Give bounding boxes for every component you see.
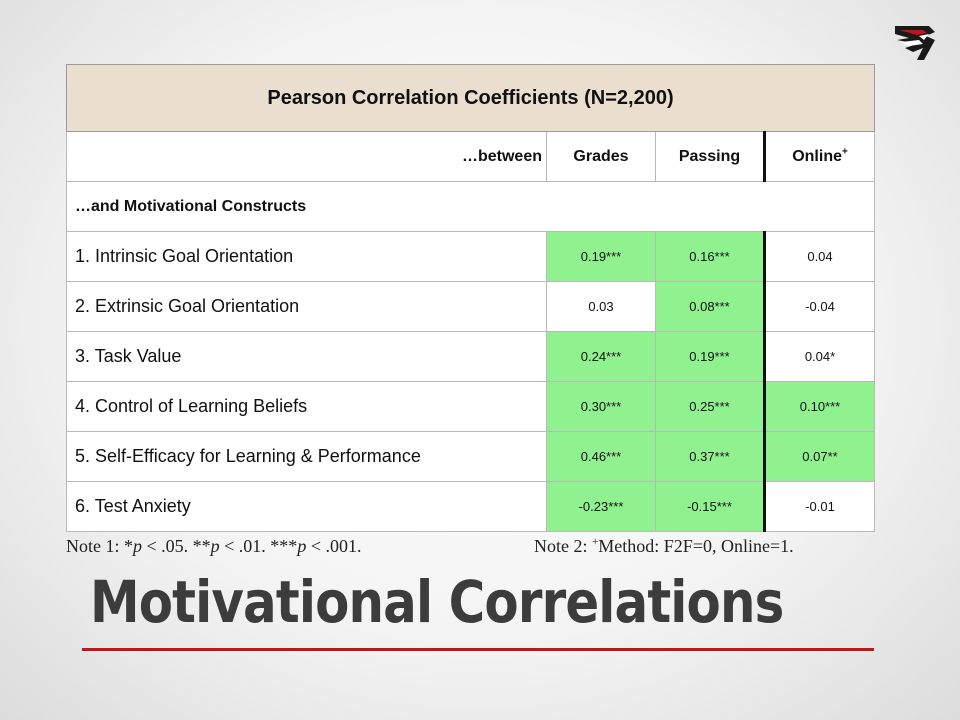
note2-text: Method: F2F=0, Online=1. — [598, 536, 794, 556]
note1-p-symbol: p — [210, 536, 220, 556]
cell-grades: -0.23*** — [546, 481, 656, 532]
slide-title: Motivational Correlations — [90, 568, 784, 636]
cell-online: -0.01 — [763, 481, 875, 532]
cell-passing: 0.08*** — [655, 281, 765, 332]
cell-online: -0.04 — [763, 281, 875, 332]
note1-p-symbol: p — [297, 536, 307, 556]
section-header: …and Motivational Constructs — [66, 181, 875, 232]
note1-p-symbol: p — [133, 536, 142, 556]
cell-passing: 0.16*** — [655, 231, 765, 282]
table-title: Pearson Correlation Coefficients (N=2,20… — [66, 64, 875, 132]
note2-prefix: Note 2: — [534, 536, 592, 556]
online-header-label: Online — [792, 147, 842, 165]
note1-threshold-2: < .01. *** — [219, 536, 298, 556]
header-row: …between Grades Passing Online+ — [66, 131, 875, 182]
correlation-table: Pearson Correlation Coefficients (N=2,20… — [66, 64, 875, 532]
column-header-passing: Passing — [655, 131, 765, 182]
cell-grades: 0.46*** — [546, 431, 656, 482]
note1-threshold-1: < .05. ** — [142, 536, 211, 556]
cell-online: 0.07** — [763, 431, 875, 482]
row-label: 1. Intrinsic Goal Orientation — [66, 231, 547, 282]
row-label: 3. Task Value — [66, 331, 547, 382]
table-row: 4. Control of Learning Beliefs 0.30*** 0… — [66, 381, 875, 432]
cell-grades: 0.03 — [546, 281, 656, 332]
table-row: 5. Self-Efficacy for Learning & Performa… — [66, 431, 875, 482]
significance-note: Note 1: *p < .05. **p < .01. ***p < .001… — [66, 536, 361, 557]
cell-passing: -0.15*** — [655, 481, 765, 532]
title-underline — [82, 648, 874, 651]
column-header-online: Online+ — [763, 131, 875, 182]
row-label: 4. Control of Learning Beliefs — [66, 381, 547, 432]
online-marker: + — [841, 146, 848, 158]
cell-passing: 0.19*** — [655, 331, 765, 382]
row-label: 5. Self-Efficacy for Learning & Performa… — [66, 431, 547, 482]
method-note: Note 2: +Method: F2F=0, Online=1. — [534, 536, 794, 557]
cell-grades: 0.24*** — [546, 331, 656, 382]
table-row: 2. Extrinsic Goal Orientation 0.03 0.08*… — [66, 281, 875, 332]
cell-grades: 0.30*** — [546, 381, 656, 432]
note1-threshold-3: < .001. — [306, 536, 362, 556]
cell-grades: 0.19*** — [546, 231, 656, 282]
table-row: 6. Test Anxiety -0.23*** -0.15*** -0.01 — [66, 481, 875, 532]
table-notes: Note 1: *p < .05. **p < .01. ***p < .001… — [66, 536, 896, 562]
table-row: 1. Intrinsic Goal Orientation 0.19*** 0.… — [66, 231, 875, 282]
note1-prefix: Note 1: * — [66, 536, 133, 556]
cell-online: 0.10*** — [763, 381, 875, 432]
cell-online: 0.04 — [763, 231, 875, 282]
cell-passing: 0.25*** — [655, 381, 765, 432]
eagle-logo-icon — [895, 26, 935, 60]
row-label: 2. Extrinsic Goal Orientation — [66, 281, 547, 332]
row-label: 6. Test Anxiety — [66, 481, 547, 532]
table-row: 3. Task Value 0.24*** 0.19*** 0.04* — [66, 331, 875, 382]
between-header: …between — [66, 131, 547, 182]
column-header-grades: Grades — [546, 131, 656, 182]
note2-marker: + — [592, 536, 599, 548]
cell-online: 0.04* — [763, 331, 875, 382]
cell-passing: 0.37*** — [655, 431, 765, 482]
